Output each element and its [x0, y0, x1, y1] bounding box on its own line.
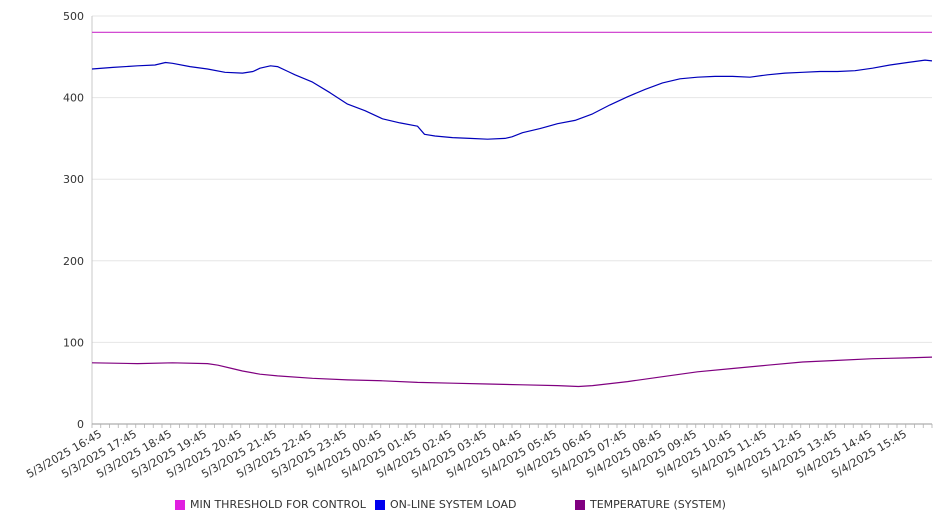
y-tick-labels: 0 100 200 300 400 500: [63, 10, 84, 431]
legend-swatch-temperature: [575, 499, 585, 510]
y-tick-label-400: 400: [63, 92, 84, 105]
legend-label-min-threshold: MIN THRESHOLD FOR CONTROL: [190, 498, 366, 511]
legend-label-system-load: ON-LINE SYSTEM LOAD: [390, 498, 517, 511]
legend-item-temperature[interactable]: TEMPERATURE (SYSTEM): [575, 498, 726, 511]
x-tick-labels: 5/3/2025 16:455/3/2025 17:455/3/2025 18:…: [24, 427, 909, 481]
axes: [91, 16, 933, 428]
legend-item-min-threshold[interactable]: MIN THRESHOLD FOR CONTROL: [175, 498, 366, 511]
series-line-2: [91, 356, 933, 388]
y-tick-label-300: 300: [63, 173, 84, 186]
y-tick-label-200: 200: [63, 255, 84, 268]
legend: MIN THRESHOLD FOR CONTROL ON-LINE SYSTEM…: [175, 498, 935, 514]
legend-label-temperature: TEMPERATURE (SYSTEM): [590, 498, 726, 511]
series-lines: [91, 31, 933, 388]
gridlines: [92, 15, 932, 343]
legend-item-system-load[interactable]: ON-LINE SYSTEM LOAD: [375, 498, 516, 511]
y-tick-label-500: 500: [63, 10, 84, 23]
legend-swatch-min-threshold: [175, 499, 185, 510]
y-tick-label-100: 100: [63, 336, 84, 349]
series-line-1: [91, 59, 933, 140]
legend-swatch-system-load: [375, 499, 385, 510]
y-tick-label-0: 0: [77, 418, 84, 431]
